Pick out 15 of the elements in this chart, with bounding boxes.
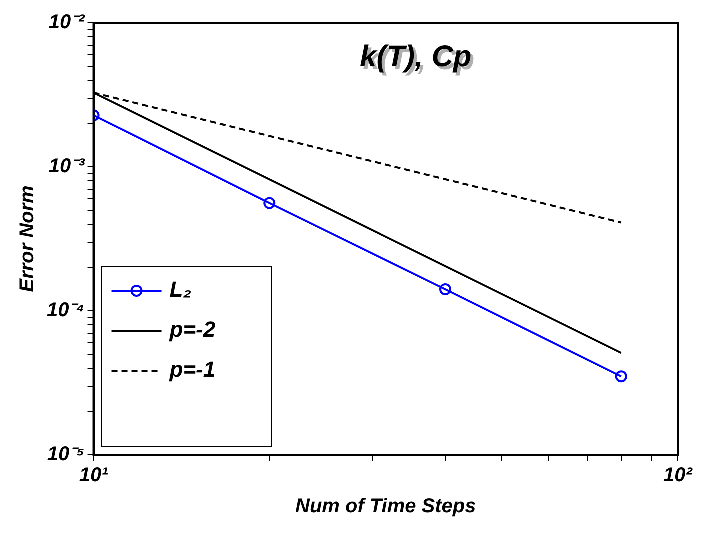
y-axis-title: Error Norm xyxy=(16,186,39,292)
x-tick-label: 10¹ xyxy=(79,464,109,487)
y-tick-label: 10⁻² xyxy=(48,12,86,34)
y-tick-label: 10⁻⁵ xyxy=(47,444,85,466)
y-tick-label: 10⁻⁴ xyxy=(46,300,85,322)
x-axis-title: Num of Time Steps xyxy=(295,496,476,518)
point xyxy=(440,284,452,296)
point xyxy=(264,197,276,210)
legend-label: p=-1 xyxy=(168,357,216,382)
legend-label: p=-2 xyxy=(168,317,216,342)
y-tick-label: 10⁻³ xyxy=(48,156,86,178)
x-tick-label: 10² xyxy=(664,464,694,487)
legend-label: L₂ xyxy=(170,277,192,302)
point xyxy=(615,370,628,383)
text: k(T), Cp xyxy=(363,43,475,76)
